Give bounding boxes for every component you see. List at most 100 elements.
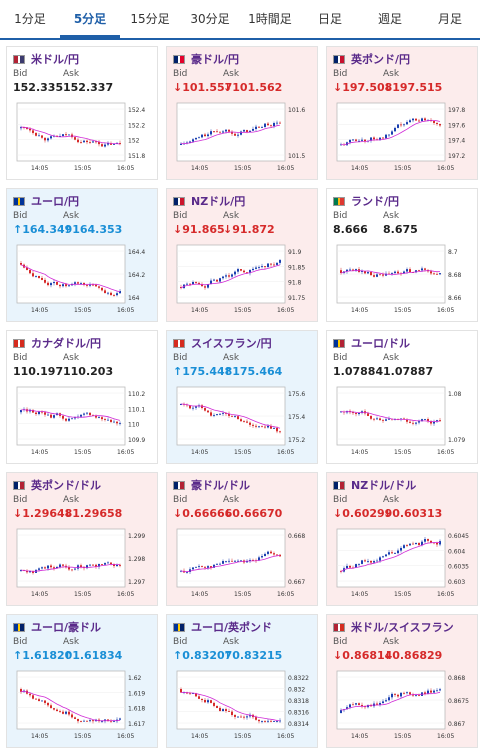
x-tick-label: 14:05 xyxy=(191,307,208,314)
candle-body xyxy=(252,559,254,561)
candle-body xyxy=(376,703,378,705)
candle-body xyxy=(234,714,236,717)
rate-card[interactable]: ユーロ/豪ドル Bid Ask ↑1.61820 ↑1.61834 1.62 1.619 1.… xyxy=(6,614,158,748)
rate-card[interactable]: NZドル/円 Bid Ask ↓91.865 ↓91.872 91.9 91.85 91.8 9… xyxy=(166,188,318,322)
x-tick-label: 14:05 xyxy=(31,307,48,314)
candle-body xyxy=(192,281,194,285)
candle-body xyxy=(237,416,239,420)
candle-body xyxy=(50,414,52,418)
candle-body xyxy=(222,709,224,712)
mini-candle-chart[interactable]: 175.6 175.4 175.2 14:05 15:05 16:05 xyxy=(173,383,313,459)
pair-name[interactable]: ユーロ/英ポンド xyxy=(191,621,273,634)
x-tick-label: 15:05 xyxy=(74,449,91,456)
mini-candle-chart[interactable]: 1.62 1.619 1.618 1.617 14:05 15:05 16:05 xyxy=(13,667,153,743)
y-tick-label: 1.298 xyxy=(128,556,145,563)
rate-card[interactable]: スイスフラン/円 Bid Ask ↑175.448 ↑175.464 175.6 175.4… xyxy=(166,330,318,464)
tab-weekly[interactable]: 週足 xyxy=(377,12,402,26)
candle-body xyxy=(204,699,206,703)
y-tick-label: 91.85 xyxy=(288,264,305,271)
pair-name[interactable]: NZドル/ドル xyxy=(351,479,417,492)
rate-card[interactable]: 豪ドル/円 Bid Ask ↓101.557 ↓101.562 101.6 101.5 14:… xyxy=(166,46,318,180)
candle-body xyxy=(424,419,426,420)
ask-label: Ask xyxy=(63,211,80,221)
card-title: ユーロ/豪ドル xyxy=(13,619,151,635)
card-title: 英ポンド/円 xyxy=(333,51,471,67)
mini-candle-chart[interactable]: 152.4 152.2 152 151.8 14:05 15:05 16:05 xyxy=(13,99,153,175)
y-tick-label: 1.08 xyxy=(448,391,462,398)
candle-body xyxy=(267,123,269,126)
mini-candle-chart[interactable]: 197.8 197.6 197.4 197.2 14:05 15:05 16:05 xyxy=(333,99,473,175)
rate-card[interactable]: 豪ドル/ドル Bid Ask ↓0.66666 ↓0.66670 0.668 0.667 14… xyxy=(166,472,318,606)
rate-card[interactable]: NZドル/ドル Bid Ask ↓0.60299 ↓0.60313 0.6045 0.604… xyxy=(326,472,478,606)
candle-body xyxy=(406,122,408,125)
mini-candle-chart[interactable]: 1.08 1.079 14:05 15:05 16:05 xyxy=(333,383,473,459)
rate-card[interactable]: ランド/円 Bid Ask 8.666 8.675 8.7 8.68 8.66 14:05 15:… xyxy=(326,188,478,322)
tab-15min[interactable]: 15分足 xyxy=(130,12,170,26)
mini-candle-chart[interactable]: 1.299 1.298 1.297 14:05 15:05 16:05 xyxy=(13,525,153,601)
rate-card[interactable]: ユーロ/ドル Bid Ask 1.07884 1.07887 1.08 1.079 14:05… xyxy=(326,330,478,464)
candle-body xyxy=(38,276,40,278)
candle-body xyxy=(53,282,55,284)
rate-card[interactable]: 英ポンド/ドル Bid Ask ↓1.29648 ↓1.29658 1.299 1.298 1… xyxy=(6,472,158,606)
candle-body xyxy=(409,421,411,423)
candle-body xyxy=(59,711,61,712)
candle-body xyxy=(38,568,40,570)
candle-body xyxy=(270,720,272,722)
pair-name[interactable]: ユーロ/円 xyxy=(31,195,80,208)
candle-body xyxy=(240,716,242,718)
tab-monthly[interactable]: 月足 xyxy=(437,12,462,26)
mini-candle-chart[interactable]: 0.8322 0.832 0.8318 0.8316 0.8314 14:05 15:05 1… xyxy=(173,667,313,743)
price-labels: Bid Ask xyxy=(173,69,311,80)
tab-30min[interactable]: 30分足 xyxy=(190,12,230,26)
rate-card[interactable]: 米ドル/円 Bid Ask 152.335 152.337 152.4 152.2 152 15… xyxy=(6,46,158,180)
pair-name[interactable]: NZドル/円 xyxy=(191,195,246,208)
pair-name[interactable]: 豪ドル/円 xyxy=(191,53,240,66)
pair-name[interactable]: スイスフラン/円 xyxy=(191,337,272,350)
pair-name[interactable]: 豪ドル/ドル xyxy=(191,479,251,492)
candle-body xyxy=(355,564,357,568)
mini-candle-chart[interactable]: 0.868 0.8675 0.867 14:05 15:05 16:05 xyxy=(333,667,473,743)
bid-price: ↓1.29648 xyxy=(13,507,73,520)
rate-card[interactable]: 英ポンド/円 Bid Ask ↓197.508 ↓197.515 197.8 197.6 19… xyxy=(326,46,478,180)
candle-body xyxy=(397,124,399,128)
pair-name[interactable]: ユーロ/豪ドル xyxy=(31,621,102,634)
y-tick-label: 0.6045 xyxy=(448,533,469,540)
mini-candle-chart[interactable]: 0.668 0.667 14:05 15:05 16:05 xyxy=(173,525,313,601)
mini-candle-chart[interactable]: 8.7 8.68 8.66 14:05 15:05 16:05 xyxy=(333,241,473,317)
tab-daily[interactable]: 日足 xyxy=(317,12,342,26)
candle-body xyxy=(210,412,212,416)
price-values: ↓0.66666 ↓0.66670 xyxy=(173,506,311,521)
candle-body xyxy=(225,129,227,132)
price-values: 110.197 110.203 xyxy=(13,364,151,379)
candle-body xyxy=(119,422,121,424)
mini-candle-chart[interactable]: 101.6 101.5 14:05 15:05 16:05 xyxy=(173,99,313,175)
candle-body xyxy=(349,139,351,143)
pair-name[interactable]: カナダドル/円 xyxy=(31,337,102,350)
pair-name[interactable]: ユーロ/ドル xyxy=(351,337,411,350)
rate-card[interactable]: ユーロ/円 Bid Ask ↑164.349 ↑164.353 164.4 164.2 164… xyxy=(6,188,158,322)
tab-1min[interactable]: 1分足 xyxy=(14,12,46,26)
price-values: 152.335 152.337 xyxy=(13,80,151,95)
rate-card[interactable]: 米ドル/スイスフラン Bid Ask ↓0.86814 ↓0.86829 0.868 0.8… xyxy=(326,614,478,748)
candle-body xyxy=(104,144,106,147)
candle-body xyxy=(418,695,420,696)
pair-name[interactable]: 英ポンド/円 xyxy=(351,53,411,66)
mini-candle-chart[interactable]: 110.2 110.1 110 109.9 14:05 15:05 16:05 xyxy=(13,383,153,459)
candle-body xyxy=(77,139,79,143)
candle-body xyxy=(367,561,369,562)
price-values: ↓197.508 ↓197.515 xyxy=(333,80,471,95)
rate-card[interactable]: ユーロ/英ポンド Bid Ask ↑0.83207 ↑0.83215 0.8322 0.83… xyxy=(166,614,318,748)
ask-label: Ask xyxy=(383,211,400,221)
pair-name[interactable]: 英ポンド/ドル xyxy=(31,479,102,492)
tab-1hour[interactable]: 1時間足 xyxy=(248,12,292,26)
pair-name[interactable]: ランド/円 xyxy=(351,195,400,208)
pair-name[interactable]: 米ドル/スイスフラン xyxy=(351,621,454,634)
pair-name[interactable]: 米ドル/円 xyxy=(31,53,80,66)
mini-candle-chart[interactable]: 91.9 91.85 91.8 91.75 14:05 15:05 16:05 xyxy=(173,241,313,317)
moving-average-line xyxy=(180,555,281,573)
candle-body xyxy=(86,412,88,414)
mini-candle-chart[interactable]: 0.6045 0.604 0.6035 0.603 14:05 15:05 16:05 xyxy=(333,525,473,601)
rate-card[interactable]: カナダドル/円 Bid Ask 110.197 110.203 110.2 110.1 110… xyxy=(6,330,158,464)
tab-5min[interactable]: 5分足 xyxy=(60,0,120,38)
mini-candle-chart[interactable]: 164.4 164.2 164 14:05 15:05 16:05 xyxy=(13,241,153,317)
